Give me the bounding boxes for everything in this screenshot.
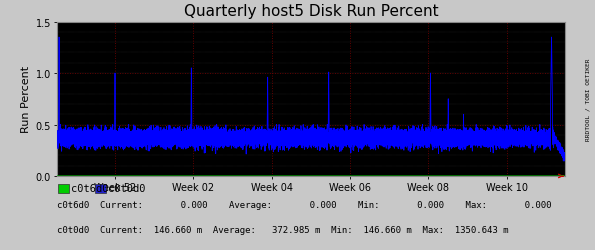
Bar <box>58 184 69 193</box>
Text: c0t6d0: c0t6d0 <box>71 183 108 193</box>
Text: RRDTOOL / TOBI OETIKER: RRDTOOL / TOBI OETIKER <box>586 58 591 140</box>
Y-axis label: Run Percent: Run Percent <box>21 66 32 133</box>
Bar <box>95 184 106 193</box>
Text: c0t0d0: c0t0d0 <box>108 183 146 193</box>
Text: c0t6d0  Current:       0.000    Average:       0.000    Min:       0.000    Max:: c0t6d0 Current: 0.000 Average: 0.000 Min… <box>57 200 551 209</box>
Title: Quarterly host5 Disk Run Percent: Quarterly host5 Disk Run Percent <box>184 4 438 18</box>
Text: c0t0d0  Current:  146.660 m  Average:   372.985 m  Min:  146.660 m  Max:  1350.6: c0t0d0 Current: 146.660 m Average: 372.9… <box>57 225 508 234</box>
